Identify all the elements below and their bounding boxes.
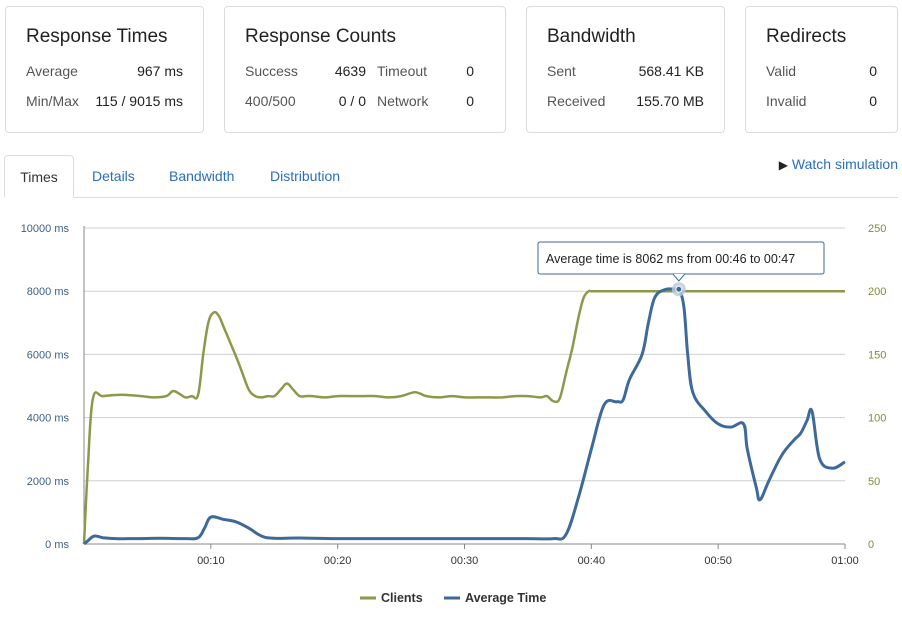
redirects-card: Redirects Valid 0 Invalid 0 xyxy=(745,6,898,133)
received-label: Received xyxy=(547,93,606,109)
tooltip-pointer xyxy=(672,273,686,282)
success-label: Success xyxy=(245,63,298,79)
card-title: Response Counts xyxy=(245,26,397,47)
minmax-label: Min/Max xyxy=(26,93,79,109)
watch-simulation-link[interactable]: ▶ Watch simulation xyxy=(779,156,898,172)
tooltip: Average time is 8062 ms from 00:46 to 00… xyxy=(537,241,825,282)
card-title: Bandwidth xyxy=(547,26,636,47)
timeout-label: Timeout xyxy=(377,63,428,79)
right-axis-ticks: 0 50 100 150 200 250 xyxy=(868,223,886,551)
left-tick-label: 8000 ms xyxy=(27,286,70,298)
sent-value: 568.41 KB xyxy=(638,63,704,79)
legend-label: Clients xyxy=(381,591,423,605)
right-tick-label: 250 xyxy=(868,223,886,235)
x-tick-label: 00:50 xyxy=(704,555,732,567)
average-value: 967 ms xyxy=(137,63,183,79)
chart-legend: Clients Average Time xyxy=(360,591,546,605)
received-value: 155.70 MB xyxy=(636,93,704,109)
network-value: 0 xyxy=(466,93,474,109)
right-tick-label: 100 xyxy=(868,413,886,425)
marker-halo xyxy=(671,282,686,297)
left-tick-label: 10000 ms xyxy=(21,223,70,235)
x-tick-label: 00:20 xyxy=(324,555,352,567)
tab-times[interactable]: Times xyxy=(4,155,74,198)
marker-dot xyxy=(675,285,683,293)
right-tick-label: 0 xyxy=(868,539,874,551)
right-tick-label: 50 xyxy=(868,476,880,488)
average-label: Average xyxy=(26,63,78,79)
valid-value: 0 xyxy=(869,63,877,79)
response-counts-card: Response Counts Success 4639 Timeout 0 4… xyxy=(224,6,506,133)
tooltip-text: Average time is 8062 ms from 00:46 to 00… xyxy=(546,252,795,266)
right-tick-label: 200 xyxy=(868,286,886,298)
invalid-value: 0 xyxy=(869,93,877,109)
tab-bar: Times Details Bandwidth Distribution xyxy=(4,155,898,198)
left-tick-label: 0 ms xyxy=(45,539,69,551)
error-4xx-5xx-value: 0 / 0 xyxy=(338,93,366,109)
right-tick-label: 150 xyxy=(868,349,886,361)
timeout-value: 0 xyxy=(466,63,474,79)
valid-label: Valid xyxy=(766,63,797,79)
card-title: Redirects xyxy=(766,26,847,47)
left-tick-label: 2000 ms xyxy=(27,476,70,488)
x-tick-label: 00:40 xyxy=(578,555,606,567)
error-4xx-5xx-label: 400/500 xyxy=(245,93,296,109)
series-line-average-time xyxy=(83,286,846,546)
left-axis-ticks: 0 ms 2000 ms 4000 ms 6000 ms 8000 ms 10000 ms xyxy=(21,223,70,551)
tab-bandwidth[interactable]: Bandwidth xyxy=(169,168,235,184)
legend-label: Average Time xyxy=(465,591,546,605)
hover-point-marker xyxy=(671,282,686,297)
left-tick-label: 4000 ms xyxy=(27,413,70,425)
series-line-clients xyxy=(82,289,845,545)
sent-label: Sent xyxy=(547,63,576,79)
tooltip-box xyxy=(537,241,825,275)
x-tick-label: 01:00 xyxy=(831,555,859,567)
response-times-card: Response Times Average 967 ms Min/Max 11… xyxy=(5,6,204,133)
success-value: 4639 xyxy=(334,63,366,79)
invalid-label: Invalid xyxy=(766,93,807,109)
card-title: Response Times xyxy=(26,26,168,47)
watch-simulation-label: Watch simulation xyxy=(791,156,898,172)
chart-grid xyxy=(83,226,845,545)
x-axis-ticks: 00:10 00:20 00:30 00:40 00:50 01:00 xyxy=(197,544,859,567)
bandwidth-card: Bandwidth Sent 568.41 KB Received 155.70… xyxy=(526,6,725,133)
x-tick-label: 00:10 xyxy=(197,555,225,567)
left-tick-label: 6000 ms xyxy=(27,349,70,361)
minmax-value: 115 / 9015 ms xyxy=(95,93,183,109)
play-icon: ▶ xyxy=(778,158,788,172)
network-label: Network xyxy=(377,93,429,109)
tab-distribution[interactable]: Distribution xyxy=(270,168,341,184)
tab-details[interactable]: Details xyxy=(92,168,135,184)
x-tick-label: 00:30 xyxy=(451,555,479,567)
